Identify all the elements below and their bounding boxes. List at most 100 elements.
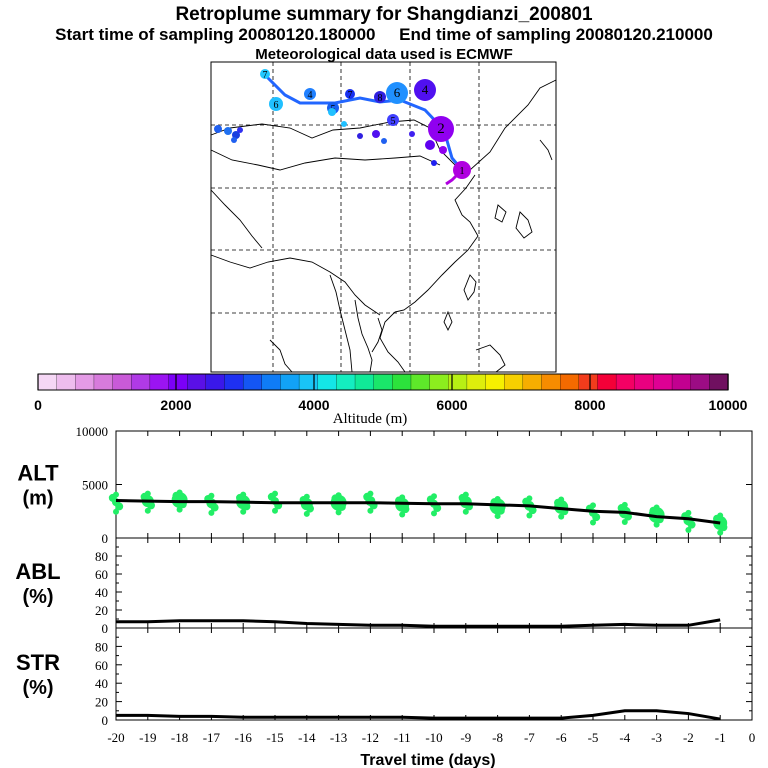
x-axis-label: Travel time (days) (360, 752, 495, 768)
trajectory-map: 123456784657 (210, 61, 557, 373)
colorbar-cell (187, 373, 207, 391)
y-tick-label: 5000 (82, 478, 108, 493)
colorbar-cell (448, 373, 468, 391)
trajectory-marker-label: 6 (394, 85, 401, 100)
altitude-point (623, 512, 632, 521)
altitude-point (494, 513, 501, 520)
colorbar-cell (56, 373, 76, 391)
x-tick-label: -17 (203, 730, 221, 745)
colorbar-tick-label: 4000 (298, 397, 329, 413)
panel-ylabel: ALT (17, 461, 59, 486)
map-frame (210, 61, 557, 373)
altitude-point (621, 518, 628, 525)
panel-ylabel-unit: (m) (22, 488, 53, 510)
y-tick-label: 60 (95, 658, 108, 673)
x-tick-label: -11 (394, 730, 411, 745)
colorbar-cell (541, 373, 561, 391)
altitude-point (687, 520, 696, 529)
x-tick-label: -9 (460, 730, 471, 745)
colorbar-tick-label: 6000 (436, 397, 467, 413)
colorbar-tick-labels: 0 2000 4000 6000 8000 10000 (34, 397, 748, 413)
colorbar-major-ticks (37, 374, 729, 390)
trajectory-marker-label: 7 (263, 70, 268, 81)
chart-title: Retroplume summary for Shangdianzi_20080… (175, 4, 593, 25)
altitude-point (363, 492, 372, 501)
altitude-point (649, 506, 658, 515)
colorbar-cell (261, 373, 282, 391)
altitude-point (240, 508, 247, 515)
panel-ylabel-unit: (%) (22, 677, 53, 699)
altitude-point (685, 526, 692, 533)
y-tick-label: 80 (95, 549, 108, 564)
colorbar-cell (224, 373, 244, 391)
colorbar-cell (466, 373, 487, 391)
altitude-point (242, 502, 251, 511)
altitude-point (528, 506, 537, 515)
trajectory-marker (345, 89, 355, 99)
altitude-point (592, 513, 601, 522)
x-tick-label: -1 (715, 730, 726, 745)
x-tick-label: -2 (683, 730, 694, 745)
x-tick-label: -14 (298, 730, 316, 745)
altitude-point (331, 494, 340, 503)
colorbar-cell (93, 373, 114, 391)
panel-frame (115, 537, 753, 629)
altitude-point (713, 514, 722, 523)
altitude-point (554, 498, 563, 507)
x-tick-label: -13 (330, 730, 347, 745)
colorbar-cell (522, 373, 543, 391)
x-tick-label: -8 (492, 730, 503, 745)
x-tick-label: -10 (425, 730, 442, 745)
altitude-point (717, 529, 724, 536)
altitude-colorbar: 0 2000 4000 6000 8000 10000 Altitude (m) (34, 373, 748, 427)
y-tick-label: 0 (102, 621, 109, 636)
colorbar-cells (37, 373, 729, 391)
alt-median-line (115, 499, 721, 525)
y-tick-label: 40 (95, 676, 108, 691)
colorbar-cell (112, 373, 132, 391)
altitude-point (108, 493, 117, 502)
altitude-point (401, 505, 410, 514)
trajectory-marker-label: 4 (422, 82, 429, 97)
colorbar-cell (578, 373, 599, 391)
colorbar-tick-label: 0 (34, 397, 42, 413)
colorbar-cell (37, 373, 58, 391)
trajectory-marker (386, 82, 408, 104)
altitude-point (462, 508, 469, 515)
colorbar-cell (354, 373, 375, 391)
altitude-point (146, 501, 155, 510)
altitude-point (590, 519, 596, 526)
colorbar-cell (485, 373, 505, 391)
y-tick-label: 40 (95, 585, 108, 600)
colorbar-cell (597, 373, 617, 391)
y-tick-label: 80 (95, 639, 108, 654)
altitude-point (115, 502, 124, 511)
colorbar-cell (280, 373, 300, 391)
colorbar-tick-label: 2000 (160, 397, 191, 413)
colorbar-cell (242, 373, 263, 391)
y-tick-label: 0 (102, 531, 109, 546)
x-tick-label: -16 (235, 730, 253, 745)
x-tick-label: -15 (266, 730, 283, 745)
altitude-point (210, 503, 219, 512)
coastlines (210, 79, 557, 373)
x-tick-label: -12 (362, 730, 379, 745)
trajectory-marker (304, 88, 316, 100)
altitude-point (719, 523, 728, 532)
panel-ylabel: ABL (15, 559, 60, 584)
altitude-point (172, 491, 181, 500)
colorbar-cell (429, 373, 449, 391)
trajectory-marker (260, 69, 270, 79)
y-tick-label: 20 (95, 603, 108, 618)
colorbar-tick-label: 10000 (709, 397, 748, 413)
colorbar-cell (709, 373, 729, 391)
x-tick-label: -4 (619, 730, 630, 745)
altitude-point (303, 510, 310, 517)
colorbar-axis-label: Altitude (m) (333, 411, 408, 427)
trajectory-marker-label: 4 (308, 90, 313, 101)
trajectory-markers: 123456784657 (260, 69, 471, 179)
y-tick-label: 60 (95, 567, 108, 582)
colorbar-tick-label: 8000 (574, 397, 605, 413)
chart-subtitle: Start time of sampling 20080120.180000 E… (55, 25, 713, 44)
